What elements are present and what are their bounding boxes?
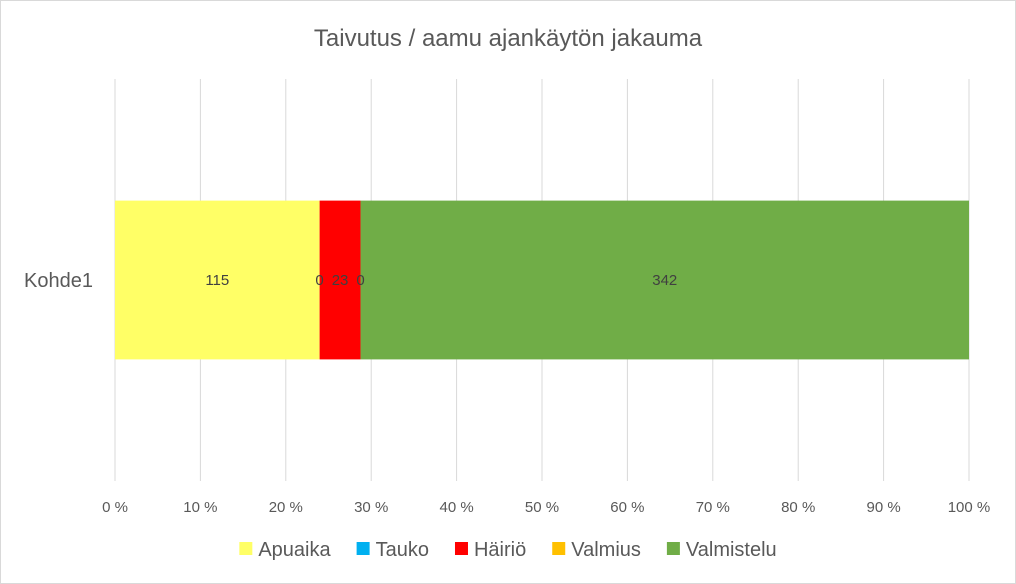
x-tick-label: 100 % bbox=[948, 499, 991, 516]
legend-swatch bbox=[666, 542, 680, 555]
data-label: 23 bbox=[332, 272, 349, 289]
legend-item: Häiriö bbox=[454, 539, 526, 561]
x-tick-label: 30 % bbox=[354, 499, 388, 516]
legend-item: Tauko bbox=[356, 539, 429, 561]
x-tick-label: 0 % bbox=[102, 499, 128, 516]
bar-group bbox=[115, 200, 969, 360]
legend-label: Valmistelu bbox=[686, 539, 777, 561]
legend-swatch bbox=[239, 542, 253, 555]
legend-swatch bbox=[454, 542, 468, 555]
category-label: Kohde1 bbox=[24, 270, 93, 292]
legend-label: Häiriö bbox=[474, 539, 526, 561]
x-tick-label: 50 % bbox=[525, 499, 559, 516]
x-axis-ticks: 0 % 10 % 20 % 30 % 40 % 50 % 60 % 70 % 80 % 90 % 1… bbox=[102, 499, 990, 516]
legend-swatch bbox=[552, 542, 566, 555]
chart-title: Taivutus / aamu ajankäytön jakauma bbox=[314, 25, 703, 52]
bar-segment bbox=[115, 200, 320, 360]
x-tick-label: 20 % bbox=[269, 499, 303, 516]
category-labels: Kohde1 bbox=[24, 270, 93, 292]
legend-item: Valmius bbox=[552, 539, 641, 561]
x-tick-label: 10 % bbox=[183, 499, 217, 516]
legend-label: Tauko bbox=[376, 539, 429, 561]
x-tick-label: 90 % bbox=[866, 499, 900, 516]
x-tick-label: 40 % bbox=[439, 499, 473, 516]
data-labels: 115 0 23 0 342 bbox=[205, 272, 677, 289]
legend-label: Valmius bbox=[571, 539, 641, 561]
data-label: 0 bbox=[356, 272, 364, 289]
bar-segment bbox=[360, 200, 969, 360]
x-tick-label: 70 % bbox=[696, 499, 730, 516]
data-label: 342 bbox=[652, 272, 677, 289]
x-tick-label: 80 % bbox=[781, 499, 815, 516]
legend-item: Apuaika bbox=[239, 539, 331, 561]
x-tick-label: 60 % bbox=[610, 499, 644, 516]
bar-segment bbox=[319, 200, 361, 360]
legend-item: Valmistelu bbox=[666, 539, 777, 561]
legend-swatch bbox=[356, 542, 370, 555]
legend-label: Apuaika bbox=[258, 539, 331, 561]
legend: Apuaika Tauko Häiriö Valmius Valmistelu bbox=[239, 539, 777, 561]
data-label: 115 bbox=[205, 272, 229, 289]
data-label: 0 bbox=[315, 272, 323, 289]
